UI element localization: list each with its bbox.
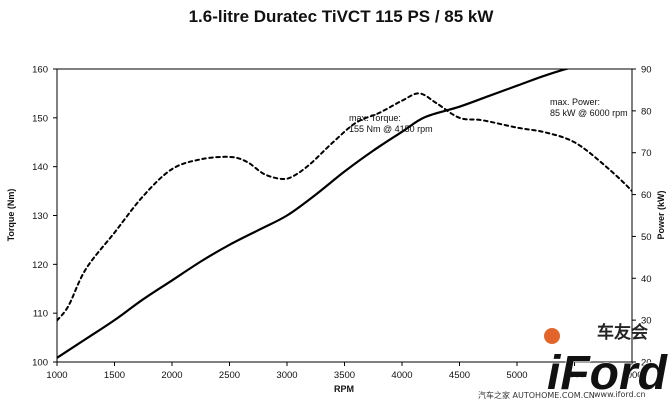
iford-watermark: 车友会 iFord www.iford.cn 汽车之家 AUTOHOME.COM… — [478, 322, 669, 401]
max-power-annotation-line-1: max. Power: — [550, 97, 600, 107]
left-y-tick-label-4: 140 — [32, 162, 48, 173]
logo-dot-icon — [544, 328, 560, 344]
left-y-axis-label: Torque (Nm) — [6, 189, 16, 242]
max-power-annotation-line-2: 85 kW @ 6000 rpm — [550, 108, 628, 118]
max-torque-annotation-line-2: 155 Nm @ 4150 rpm — [349, 124, 433, 134]
x-tick-label-2: 2000 — [161, 370, 182, 381]
right-y-tick-label-7: 90 — [641, 65, 652, 76]
right-y-tick-label-6: 80 — [641, 106, 652, 117]
x-tick-label-1: 1500 — [104, 370, 125, 381]
left-y-tick-label-0: 100 — [32, 358, 48, 369]
x-tick-label-10: 6000 — [621, 370, 642, 381]
x-axis-ticks: 1000 1500 2000 2500 3000 3500 4000 4500 5000 5500… — [46, 362, 643, 381]
watermark-site: www.iford.cn — [594, 390, 646, 399]
left-y-tick-label-5: 150 — [32, 113, 48, 124]
watermark-brand-cn: 车友会 — [597, 322, 648, 343]
x-axis-label: RPM — [334, 384, 354, 394]
right-y-tick-label-5: 70 — [641, 148, 652, 159]
plot-area-frame — [56, 68, 633, 363]
right-y-tick-label-3: 50 — [641, 232, 652, 243]
series-group — [57, 69, 632, 359]
watermark-secondary: 汽车之家 AUTOHOME.COM.CN — [478, 390, 595, 400]
x-tick-label-6: 4000 — [391, 370, 412, 381]
left-y-tick-label-6: 160 — [32, 65, 48, 76]
max-power-annotation: max. Power: 85 kW @ 6000 rpm — [550, 97, 628, 118]
chart-title: 1.6-litre Duratec TiVCT 115 PS / 85 kW — [189, 7, 495, 26]
x-tick-label-8: 5000 — [506, 370, 527, 381]
x-tick-label-7: 4500 — [449, 370, 470, 381]
right-y-axis-ticks: 20 30 40 50 60 70 80 90 — [632, 65, 652, 369]
right-y-tick-label-0: 20 — [641, 358, 652, 369]
x-tick-label-4: 3000 — [276, 370, 297, 381]
power-curve-line — [57, 69, 571, 359]
torque-curve-line — [57, 92, 632, 322]
watermark-brand-logo: iFord — [547, 347, 669, 400]
x-tick-label-9: 5500 — [564, 370, 585, 381]
right-y-axis-label: Power (kW) — [656, 190, 666, 239]
x-tick-label-3: 2500 — [219, 370, 240, 381]
max-torque-annotation-line-1: max. Torque: — [349, 113, 401, 123]
right-y-tick-label-1: 30 — [641, 316, 652, 327]
right-y-tick-label-2: 40 — [641, 274, 652, 285]
left-y-axis-ticks: 100 110 120 130 140 150 160 — [32, 65, 57, 369]
x-tick-label-0: 1000 — [46, 370, 67, 381]
x-tick-label-5: 3500 — [334, 370, 355, 381]
left-y-tick-label-2: 120 — [32, 260, 48, 271]
right-y-tick-label-4: 60 — [641, 190, 652, 201]
left-y-tick-label-1: 110 — [33, 309, 48, 320]
left-y-tick-label-3: 130 — [32, 211, 48, 222]
max-torque-annotation: max. Torque: 155 Nm @ 4150 rpm — [349, 113, 433, 134]
